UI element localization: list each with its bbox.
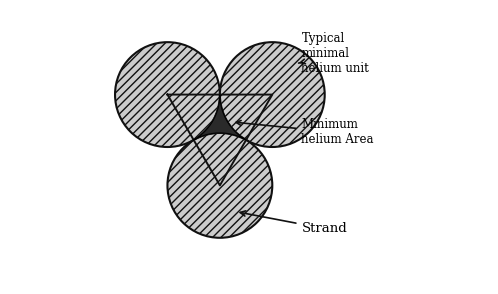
Circle shape — [115, 42, 220, 147]
Text: Minimum
helium Area: Minimum helium Area — [236, 118, 374, 146]
Polygon shape — [194, 95, 246, 140]
Circle shape — [167, 133, 272, 238]
Text: Strand: Strand — [240, 211, 347, 235]
Circle shape — [220, 42, 325, 147]
Text: Typical
minimal
helium unit: Typical minimal helium unit — [299, 32, 369, 75]
